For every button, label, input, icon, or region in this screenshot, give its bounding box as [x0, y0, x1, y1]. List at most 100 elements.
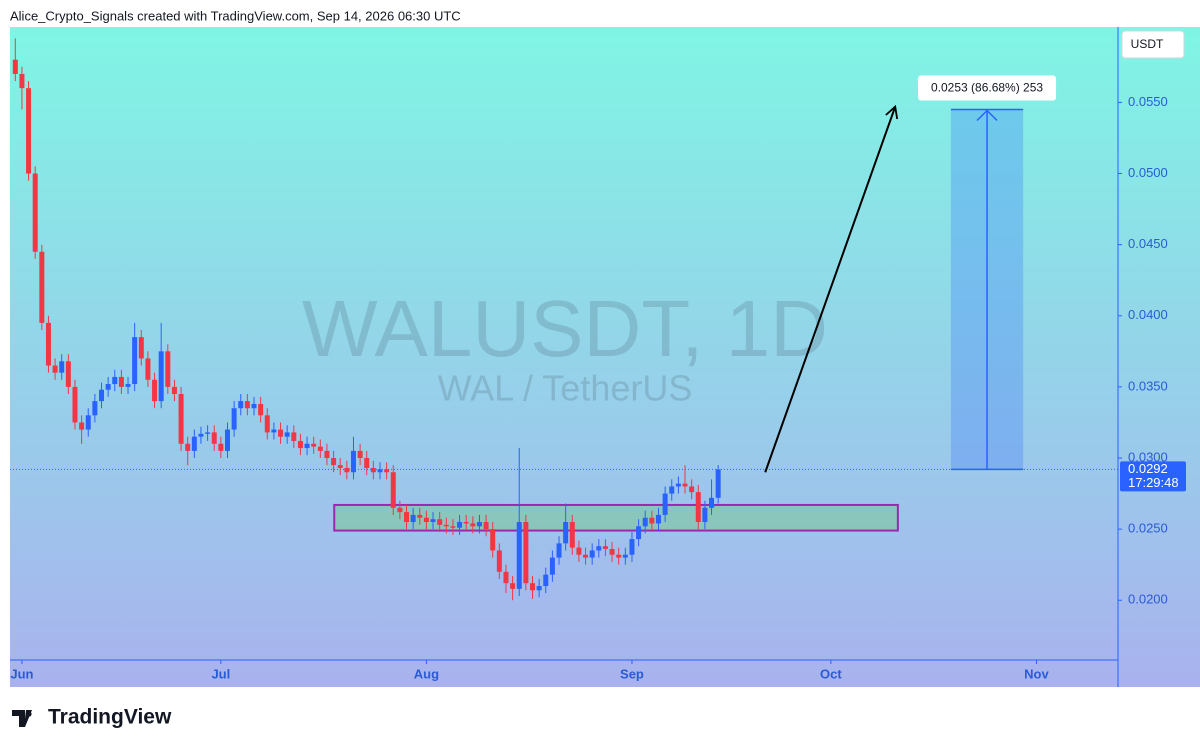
y-tick-label: 0.0550 [1128, 94, 1168, 109]
candle-body [118, 376, 124, 387]
y-tick-label: 0.0200 [1128, 592, 1168, 607]
candle-body [337, 465, 343, 468]
candle-body [370, 467, 376, 473]
candle-body [404, 512, 410, 523]
measure-arrowhead [976, 109, 998, 122]
last-price-box [1120, 461, 1186, 492]
candle-body [324, 450, 330, 459]
candle-body [191, 436, 197, 451]
candle-body [510, 583, 516, 589]
credit: Alice_Crypto_Signals created with Tradin… [10, 8, 461, 23]
candle-body [423, 517, 429, 523]
candle-body [443, 524, 449, 527]
candle-body [543, 574, 549, 587]
candle-body [224, 429, 230, 451]
candle-body [331, 458, 337, 466]
candle-body [649, 517, 655, 524]
candle-body [476, 522, 482, 527]
candle-body [503, 571, 509, 584]
candle-body [65, 361, 71, 387]
x-tick-label: Jul [211, 666, 230, 681]
candle-body [125, 384, 131, 387]
candle-body [251, 403, 257, 409]
candle-body [397, 507, 403, 513]
candle-body [675, 483, 681, 487]
candle-body [105, 384, 111, 390]
candle-body [410, 514, 416, 523]
candle-body [211, 432, 217, 444]
candle-body [271, 429, 277, 433]
candle-body [12, 59, 18, 74]
candle-body [99, 389, 105, 402]
candle-body [79, 422, 85, 430]
candle-body [178, 393, 184, 444]
watermark-symbol: WALUSDT, 1D [302, 284, 828, 373]
y-tick-label: 0.0300 [1128, 449, 1168, 464]
chart-background [10, 27, 1200, 687]
candle-body [430, 519, 436, 523]
x-tick-label: Oct [820, 666, 842, 681]
candle-body [112, 376, 118, 385]
candle-body [450, 526, 456, 528]
candle-body [655, 514, 661, 524]
candle-body [583, 554, 589, 558]
candle-body [218, 443, 224, 451]
candle-body [662, 493, 668, 515]
candle-body [602, 546, 608, 550]
candle-body [702, 507, 708, 523]
candle-body [357, 450, 363, 459]
candle-body [32, 173, 38, 252]
candle-body [377, 469, 383, 473]
candle-body [92, 401, 98, 416]
candle-body [304, 443, 310, 449]
candle-body [463, 522, 469, 524]
candle-body [390, 472, 396, 508]
x-tick-label: Jun [10, 666, 33, 681]
candle-body [569, 522, 575, 548]
watermark-description: WAL / TetherUS [438, 368, 693, 409]
candle-body [138, 337, 144, 359]
candle-body [616, 554, 622, 558]
candle-body [536, 586, 542, 591]
currency: USDT [1131, 37, 1164, 51]
candle-body [556, 543, 562, 558]
candle-body [689, 486, 695, 493]
candle-body [636, 526, 642, 540]
candle-body [158, 351, 164, 402]
brand: TradingView [48, 706, 172, 729]
candle-body [52, 365, 58, 373]
candle-body [715, 469, 721, 498]
candle-body [278, 429, 284, 437]
candle-body [470, 523, 476, 527]
measure-label: 0.0253 (86.68%) 253 [931, 81, 1043, 95]
candle-body [85, 415, 91, 430]
candle-body [171, 386, 177, 394]
candle-body [682, 483, 688, 487]
candle-body [609, 549, 615, 555]
candle-body [642, 517, 648, 527]
candle-body [622, 554, 628, 558]
projection-arrow [764, 104, 899, 473]
candle-body [19, 73, 25, 89]
candle-body [152, 379, 158, 402]
candle-body [695, 492, 701, 523]
candle-body [231, 408, 237, 430]
currency-box [1121, 30, 1185, 59]
candle-body [417, 514, 423, 518]
candle-body [549, 557, 555, 575]
candle-body [297, 440, 303, 449]
candle-body [244, 401, 250, 409]
candle-body [258, 403, 264, 416]
y-tick-label: 0.0250 [1128, 521, 1168, 536]
candle-body [198, 433, 204, 437]
measure-label-box [918, 75, 1057, 101]
candle-body [483, 522, 489, 530]
candle-body [523, 522, 529, 584]
candle-body [145, 358, 151, 380]
candle-body [490, 529, 496, 551]
candle-body [165, 351, 171, 387]
candle-body [317, 446, 323, 451]
candle-body [26, 88, 32, 174]
candle-body [709, 497, 715, 508]
